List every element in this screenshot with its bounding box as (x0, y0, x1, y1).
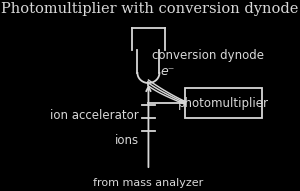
Text: conversion dynode: conversion dynode (152, 49, 264, 62)
Text: Photomultiplier with conversion dynode: Photomultiplier with conversion dynode (1, 2, 299, 16)
Text: photomultiplier: photomultiplier (178, 96, 269, 109)
Text: ion accelerator: ion accelerator (50, 108, 139, 121)
Text: e⁻: e⁻ (160, 65, 175, 78)
Text: ions: ions (115, 134, 139, 146)
Text: from mass analyzer: from mass analyzer (93, 178, 204, 188)
Bar (185, 88, 262, 118)
